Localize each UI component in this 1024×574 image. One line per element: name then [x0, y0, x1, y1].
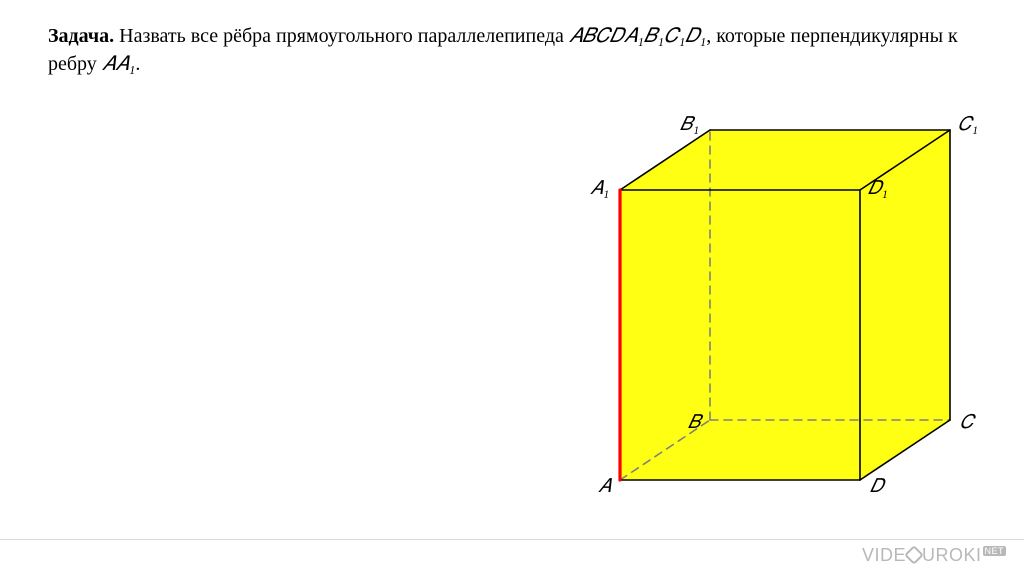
problem-text: Задача. Назвать все рёбра прямоугольного… — [48, 22, 976, 78]
vertex-label-A: 𝐴 — [598, 476, 611, 498]
problem-part3: . — [135, 53, 140, 75]
parallelepiped-diagram: 𝐴𝐷𝐵𝐶𝐴₁𝐷₁𝐵₁𝐶₁ — [540, 100, 960, 520]
watermark-diamond-icon — [904, 545, 924, 565]
vertex-label-B: 𝐵 — [688, 412, 701, 434]
edge-name: 𝐴𝐴₁ — [102, 53, 136, 75]
cuboid-svg — [540, 100, 960, 520]
watermark: VIDE UROKINET — [862, 545, 1006, 566]
vertex-label-B1: 𝐵₁ — [680, 114, 699, 136]
problem-part1: Назвать все рёбра прямоугольного паралле… — [114, 25, 569, 47]
problem-statement: Задача. Назвать все рёбра прямоугольного… — [48, 22, 976, 78]
vertex-label-A1: 𝐴₁ — [590, 178, 609, 200]
vertex-label-C1: 𝐶₁ — [958, 114, 978, 136]
problem-label: Задача. — [48, 25, 114, 47]
watermark-right: UROKI — [922, 545, 982, 565]
vertex-label-D: 𝐷 — [870, 476, 883, 498]
watermark-suffix: NET — [983, 546, 1007, 556]
solid-name: 𝐴𝐵𝐶𝐷𝐴₁𝐵₁𝐶₁𝐷₁ — [569, 25, 706, 47]
vertex-label-D1: 𝐷₁ — [868, 178, 888, 200]
watermark-left: VIDE — [862, 545, 906, 565]
footer-divider — [0, 539, 1024, 540]
vertex-label-C: 𝐶 — [960, 412, 973, 434]
